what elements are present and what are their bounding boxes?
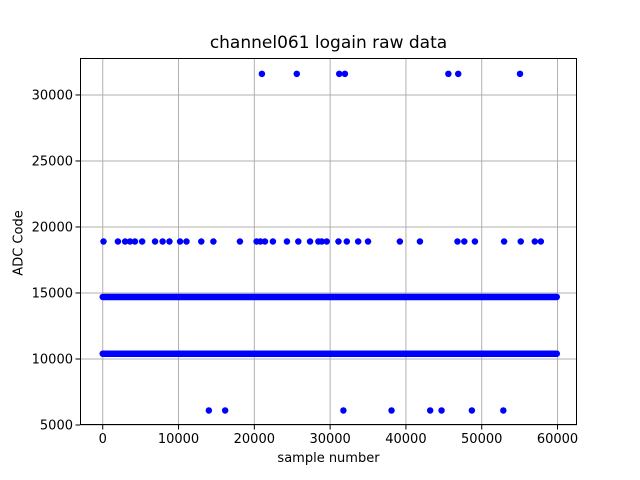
outliers-level-31600-marker [293, 70, 301, 78]
outliers-level-18900-marker [210, 238, 217, 245]
outliers-level-18900-marker [461, 238, 468, 245]
outliers-level-18900-marker [126, 238, 134, 245]
outliers-level-18900-marker [283, 238, 291, 245]
y-tick-label: 5000 [40, 419, 73, 434]
outliers-level-18900-marker [531, 238, 539, 245]
outliers-level-31600-marker [335, 70, 343, 78]
outliers-level-6100-marker [438, 407, 445, 414]
outliers-level-6100-marker [340, 407, 347, 414]
outliers-level-18900-marker [257, 238, 264, 245]
outliers-level-18900-marker [131, 238, 139, 245]
outliers-level-31600-marker [258, 70, 266, 78]
y-tick-label: 25000 [32, 154, 73, 169]
outliers-level-31600-marker [454, 70, 462, 78]
x-axis-label: sample number [277, 451, 380, 466]
outliers-level-18900-marker [323, 238, 330, 245]
outliers-level-18900-marker [166, 238, 173, 245]
outliers-level-18900-marker [306, 238, 314, 245]
y-tick-label: 10000 [32, 352, 73, 367]
outliers-level-18900-marker [335, 238, 342, 245]
x-tick-label: 60000 [537, 432, 578, 447]
y-tick-label: 15000 [32, 286, 73, 301]
outliers-level-18900-marker [236, 238, 244, 245]
outliers-level-31600-marker [341, 70, 349, 78]
outliers-level-18900-marker [295, 238, 302, 245]
outliers-level-18900-marker [500, 238, 508, 245]
outliers-level-18900-marker [396, 238, 404, 245]
outliers-level-18900-marker [517, 238, 525, 245]
outliers-level-18900-marker [261, 238, 269, 245]
outliers-level-18900-marker [318, 238, 326, 245]
outliers-level-18900-marker [269, 238, 277, 245]
outliers-level-18900-marker [151, 238, 159, 245]
x-tick-label: 40000 [385, 432, 426, 447]
outliers-level-31600-marker [516, 70, 524, 78]
x-tick-label: 20000 [234, 432, 275, 447]
outliers-level-18900-marker [100, 238, 107, 245]
outliers-level-18900-marker [537, 238, 545, 245]
outliers-level-18900-marker [416, 238, 424, 245]
outliers-level-18900-marker [454, 238, 461, 245]
outliers-level-6100-marker [388, 407, 395, 414]
outliers-level-18900-marker [121, 238, 129, 245]
y-axis-label: ADC Code [11, 210, 27, 276]
outliers-level-6100-marker [468, 407, 476, 414]
outliers-level-6100-marker [221, 407, 229, 414]
outliers-level-18900-marker [138, 238, 146, 245]
x-tick-label: 50000 [461, 432, 502, 447]
outliers-level-31600-marker [445, 70, 452, 78]
x-tick-label: 30000 [309, 432, 350, 447]
y-tick-label: 30000 [32, 88, 73, 103]
outliers-level-18900-marker [198, 238, 205, 245]
x-tick-label: 10000 [158, 432, 199, 447]
outliers-level-18900-marker [343, 238, 351, 245]
outliers-level-18900-marker [471, 238, 479, 245]
outliers-level-18900-marker [183, 238, 190, 245]
outliers-level-18900-marker [176, 238, 184, 245]
axes-spines [80, 58, 577, 425]
outliers-level-18900-marker [364, 238, 372, 245]
x-tick-label: 0 [99, 432, 107, 447]
chart-title: channel061 logain raw data [209, 33, 448, 53]
outliers-level-18900-marker [159, 238, 166, 245]
outliers-level-6100-marker [426, 407, 434, 414]
y-tick-label: 20000 [32, 220, 73, 235]
outliers-level-18900-marker [354, 238, 362, 245]
outliers-level-6100-marker [500, 407, 507, 414]
outliers-level-18900-marker [114, 238, 122, 245]
outliers-level-6100-marker [205, 407, 213, 414]
